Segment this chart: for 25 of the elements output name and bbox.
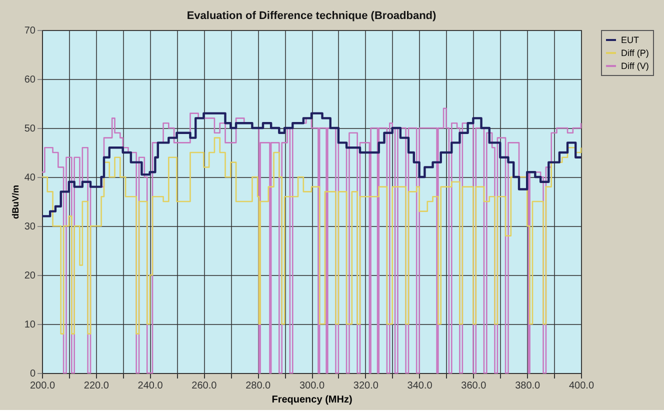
y-tick-label: 50 [24,124,36,134]
y-tick-label: 0 [30,368,36,380]
x-tick-label: 280.0 [246,380,272,392]
legend-label: EUT [621,35,640,45]
x-tick-label: 400.0 [568,380,594,392]
y-tick-label: 60 [24,74,36,86]
legend-label: Diff (P) [621,48,649,58]
x-tick-label: 360.0 [461,380,487,392]
y-axis-title: dBuV/m [10,184,20,220]
y-tick-label: 20 [24,270,36,282]
x-tick-label: 320.0 [353,380,379,392]
legend-label: Diff (V) [621,61,649,71]
x-tick-label: 240.0 [138,380,164,392]
y-tick-label: 70 [24,26,36,36]
y-tick-label: 40 [24,172,36,184]
x-tick-label: 220.0 [84,380,110,392]
chart-title: Evaluation of Difference technique (Broadband) [186,10,437,22]
x-tick-label: 380.0 [515,380,541,392]
x-tick-label: 200.0 [30,380,56,392]
x-tick-label: 260.0 [192,380,218,392]
x-tick-label: 300.0 [299,380,325,392]
x-axis-title: Frequency (MHz) [272,394,352,406]
x-tick-label: 340.0 [407,380,433,392]
y-tick-label: 30 [24,222,36,232]
y-tick-label: 10 [24,320,36,330]
